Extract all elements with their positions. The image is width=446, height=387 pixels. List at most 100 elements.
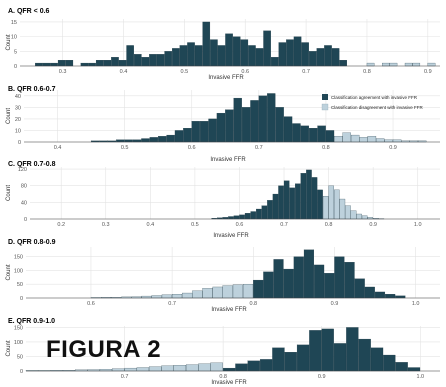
y-tick-label: 40 [15,94,21,100]
bar-agreement [156,54,165,67]
bar-agreement [223,367,236,372]
bar-agreement [272,193,279,220]
bar-agreement [240,39,249,67]
panel-b: B. QFR 0.6-0.7 0 10 20 30 40 0.4 0.5 0.6 0.7 0.8 0.… [6,86,440,163]
bar-agreement [346,327,359,372]
bar-agreement [80,62,89,67]
bar-disagreement [367,136,377,143]
bar-agreement [278,185,284,220]
bar-agreement [331,48,340,67]
bar-disagreement [124,367,137,372]
y-axis-title: Count [6,264,12,280]
bar-disagreement [198,363,211,372]
bar-agreement [311,177,318,220]
y-tick-label: 0 [20,296,23,302]
bar-disagreement [342,132,351,143]
x-tick-label: 0.8 [249,301,257,307]
bar-agreement [309,128,318,143]
bar-agreement [202,21,211,67]
bar-agreement [292,123,301,143]
bar-agreement [344,262,355,299]
bar-agreement [149,54,157,67]
x-tick-label: 0.5 [121,145,129,151]
bar-agreement [309,330,322,372]
panel-title: A. QFR < 0.6 [8,8,50,15]
x-axis-title: Invasive FFR [213,233,249,239]
bar-agreement [194,45,203,67]
panel-title: E. QFR 0.9-1.0 [8,318,55,325]
bar-agreement [172,48,180,67]
bar-disagreement [222,285,233,299]
y-tick-label: 0 [14,64,17,70]
bar-agreement [216,112,226,143]
x-tick-label: 0.8 [219,374,227,380]
bar-agreement [256,208,262,220]
bar-agreement [258,95,268,143]
bar-agreement [309,51,317,67]
y-tick-label: 5 [14,49,17,55]
bar-agreement [358,338,371,372]
bar-agreement [134,54,142,67]
bar-disagreement [149,366,162,372]
bar-agreement [324,45,332,67]
panel-title: D. QFR 0.8-0.9 [8,239,56,246]
bar-agreement [385,294,396,299]
legend-label-disagreement: Classification disagreement with invasiv… [331,105,424,110]
bar-agreement [253,279,264,299]
bar-agreement [325,130,335,143]
bar-agreement [210,39,218,67]
x-tick-label: 0.9 [331,301,339,307]
bar-agreement [225,109,234,143]
legend: Classification agreement with invasive F… [321,94,424,111]
x-tick-label: 0.8 [325,222,333,228]
bar-disagreement [339,198,346,220]
y-tick-label: 50 [17,354,23,360]
bar-agreement [255,48,264,67]
bar-agreement [250,211,256,220]
bar-agreement [284,352,297,372]
bar-disagreement [161,294,172,299]
figure-label: FIGURA 2 [46,336,162,363]
bar-agreement [174,130,184,143]
legend-label-agreement: Classification agreement with invasive F… [331,95,418,100]
x-tick-label: 0.9 [424,69,432,75]
bar-disagreement [151,295,162,299]
bar-agreement [321,328,334,372]
bar-disagreement [328,185,334,220]
bar-agreement [233,97,242,143]
bar-disagreement [171,294,183,299]
bar-agreement [191,121,200,143]
bar-disagreement [376,138,385,143]
bar-agreement [273,259,284,299]
x-tick-label: 0.6 [188,145,196,151]
y-tick-label: 80 [21,184,27,190]
y-tick-label: 150 [14,255,23,261]
bar-agreement [235,363,248,372]
bar-agreement [164,51,172,67]
bar-agreement [132,139,142,143]
bar-agreement [317,125,326,143]
bar-agreement [267,200,273,220]
x-tick-label: 0.3 [59,69,67,75]
x-tick-label: 0.9 [389,145,397,151]
bar-agreement [259,359,273,372]
bar-agreement [306,169,312,220]
bar-agreement [339,60,347,67]
bar-disagreement [334,189,340,220]
x-tick-label: 0.7 [255,145,263,151]
bar-agreement [187,42,195,67]
bar-disagreement [202,288,213,299]
panel-c: C. QFR 0.7-0.8 0 40 80 120 0.2 0.3 0.4 0.5 0.6 0.7… [6,161,440,239]
bar-agreement [124,139,133,143]
bar-agreement [333,343,347,372]
bar-agreement [241,107,251,143]
x-tick-label: 0.6 [236,222,244,228]
bar-disagreement [404,62,413,67]
bar-disagreement [243,284,254,299]
bar-disagreement [384,139,393,143]
bar-disagreement [136,367,150,372]
bar-agreement [141,57,150,67]
bar-disagreement [161,365,174,372]
bar-agreement [244,213,251,220]
x-axis-title: Invasive FFR [211,307,247,313]
